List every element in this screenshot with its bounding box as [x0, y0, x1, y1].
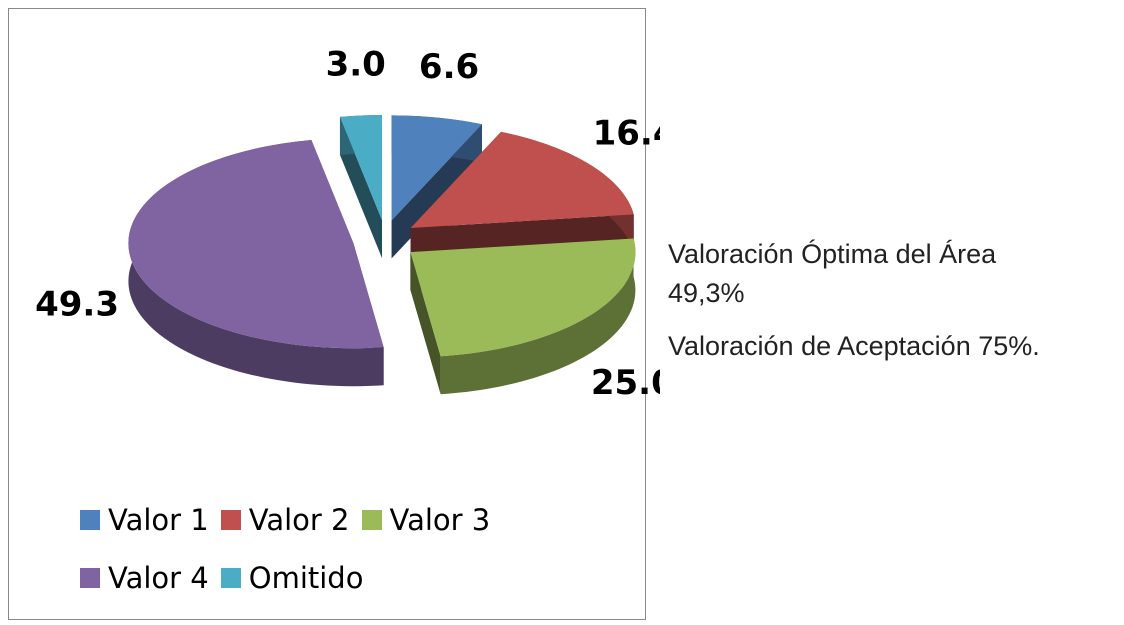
- legend-item: Valor 4: [80, 558, 209, 598]
- legend-label: Valor 2: [248, 503, 350, 537]
- legend-label: Valor 3: [389, 503, 491, 537]
- legend-item: Valor 2: [220, 500, 350, 540]
- legend-item: Valor 3: [361, 500, 491, 540]
- slice: [410, 238, 636, 395]
- slice-side: [410, 252, 441, 395]
- legend-swatch: [80, 510, 100, 530]
- data-label: 16.4: [593, 113, 660, 153]
- annotation: Valoración de Aceptación 75%.: [668, 331, 1040, 362]
- legend-item: Valor 1: [80, 500, 209, 540]
- annotations: Valoración Óptima del Área 49,3% Valoraci…: [668, 235, 1088, 380]
- annotation: Valoración Óptima del Área 49,3%: [668, 239, 997, 309]
- chart: 6.6 16.4 25.0 49.3 3.0: [35, 44, 660, 403]
- legend-swatch: [361, 510, 382, 530]
- slice: [128, 140, 384, 349]
- chart-frame: [8, 8, 646, 620]
- legend: Valor 1 Valor 2 Valor 3 Valor 4 Omitido: [80, 500, 600, 616]
- data-label: 25.0: [591, 363, 660, 403]
- legend-label: Omitido: [248, 561, 364, 595]
- slice: [410, 238, 636, 357]
- slice: [128, 140, 384, 387]
- legend-swatch: [220, 510, 241, 530]
- legend-swatch: [80, 568, 100, 588]
- legend-item: Omitido: [220, 558, 364, 598]
- slice: [391, 115, 482, 221]
- slice-side: [440, 238, 636, 395]
- data-label: 49.3: [35, 285, 119, 325]
- legend-label: Valor 1: [108, 503, 209, 537]
- legend-label: Valor 4: [108, 561, 209, 595]
- legend-swatch: [220, 568, 241, 588]
- slice: [339, 115, 382, 221]
- slice: [339, 115, 382, 259]
- data-label: 3.0: [326, 44, 386, 84]
- slice: [410, 131, 634, 228]
- data-label: 6.6: [419, 47, 479, 87]
